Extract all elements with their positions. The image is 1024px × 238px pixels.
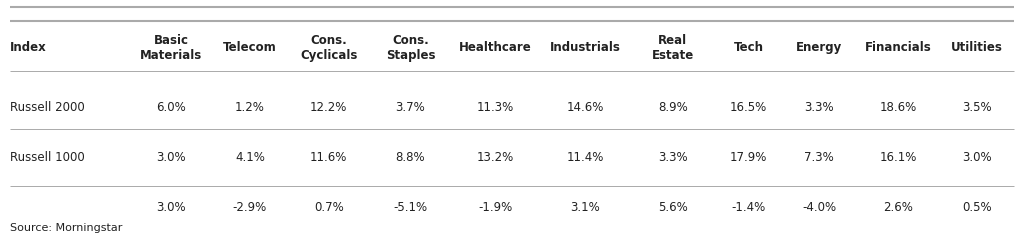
Text: Telecom: Telecom — [223, 41, 276, 54]
Text: Cons.
Cyclicals: Cons. Cyclicals — [300, 34, 357, 62]
Text: -5.1%: -5.1% — [393, 201, 428, 213]
Text: Source: Morningstar: Source: Morningstar — [10, 223, 123, 233]
Text: 3.5%: 3.5% — [963, 101, 992, 114]
Text: Russell 1000: Russell 1000 — [10, 151, 85, 164]
Text: -1.4%: -1.4% — [732, 201, 766, 213]
Text: Financials: Financials — [865, 41, 932, 54]
Text: 4.1%: 4.1% — [234, 151, 265, 164]
Text: 16.1%: 16.1% — [880, 151, 916, 164]
Text: 0.7%: 0.7% — [314, 201, 344, 213]
Text: Russell 2000: Russell 2000 — [10, 101, 85, 114]
Text: 2.6%: 2.6% — [884, 201, 913, 213]
Text: 11.4%: 11.4% — [566, 151, 604, 164]
Text: 14.6%: 14.6% — [566, 101, 604, 114]
Text: 3.1%: 3.1% — [570, 201, 600, 213]
Text: 13.2%: 13.2% — [476, 151, 514, 164]
Text: 6.0%: 6.0% — [156, 101, 185, 114]
Text: Index: Index — [10, 41, 47, 54]
Text: 7.3%: 7.3% — [805, 151, 835, 164]
Text: 3.0%: 3.0% — [963, 151, 992, 164]
Text: Real
Estate: Real Estate — [651, 34, 694, 62]
Text: 3.3%: 3.3% — [805, 101, 835, 114]
Text: -4.0%: -4.0% — [802, 201, 837, 213]
Text: 11.6%: 11.6% — [310, 151, 347, 164]
Text: 3.7%: 3.7% — [395, 101, 425, 114]
Text: 8.9%: 8.9% — [657, 101, 687, 114]
Text: -1.9%: -1.9% — [478, 201, 512, 213]
Text: Tech: Tech — [734, 41, 764, 54]
Text: Cons.
Staples: Cons. Staples — [386, 34, 435, 62]
Text: 3.3%: 3.3% — [657, 151, 687, 164]
Text: 12.2%: 12.2% — [310, 101, 347, 114]
Text: 3.0%: 3.0% — [156, 151, 185, 164]
Text: Healthcare: Healthcare — [459, 41, 531, 54]
Text: 8.8%: 8.8% — [395, 151, 425, 164]
Text: 0.5%: 0.5% — [963, 201, 992, 213]
Text: 16.5%: 16.5% — [730, 101, 767, 114]
Text: Industrials: Industrials — [550, 41, 621, 54]
Text: 5.6%: 5.6% — [657, 201, 687, 213]
Text: Utilities: Utilities — [951, 41, 1004, 54]
Text: Energy: Energy — [796, 41, 843, 54]
Text: 18.6%: 18.6% — [880, 101, 916, 114]
Text: 17.9%: 17.9% — [730, 151, 767, 164]
Text: 1.2%: 1.2% — [234, 101, 265, 114]
Text: 11.3%: 11.3% — [476, 101, 514, 114]
Text: Basic
Materials: Basic Materials — [140, 34, 202, 62]
Text: -2.9%: -2.9% — [232, 201, 267, 213]
Text: 3.0%: 3.0% — [156, 201, 185, 213]
